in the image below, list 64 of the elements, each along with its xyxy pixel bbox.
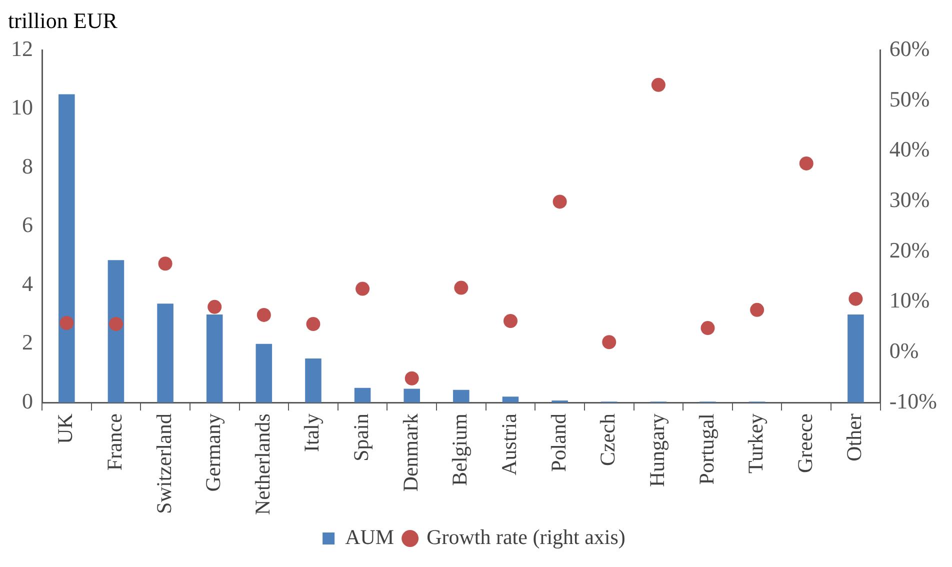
- x-tick-label: Austria: [497, 412, 522, 476]
- bar: [552, 400, 568, 403]
- bar: [354, 388, 371, 403]
- point: [256, 308, 271, 322]
- point: [356, 282, 370, 296]
- x-tick-label: Germany: [201, 413, 226, 492]
- bar: [256, 344, 272, 403]
- x-tick-label: Greece: [792, 414, 817, 473]
- point: [700, 321, 715, 336]
- x-tick-label: Italy: [300, 413, 324, 452]
- x-tick-label: Portugal: [694, 413, 718, 485]
- bar: [305, 358, 322, 403]
- point: [651, 78, 666, 92]
- bar: [404, 388, 420, 403]
- y-tick-label: 8: [22, 153, 33, 178]
- point: [750, 302, 764, 317]
- y-tick-label: 6: [22, 212, 33, 238]
- legend-label: AUM: [345, 525, 394, 550]
- y-axis-title: trillion EUR: [8, 8, 118, 34]
- y-tick-label: 10: [11, 94, 33, 120]
- point: [552, 194, 567, 209]
- x-tick-label: UK: [53, 414, 78, 444]
- y2-tick-label: 10%: [889, 288, 930, 313]
- bar: [453, 390, 470, 403]
- x-tick-label: Hungary: [644, 413, 669, 488]
- x-tick-label: France: [102, 414, 126, 471]
- point: [848, 292, 863, 306]
- point: [108, 317, 123, 332]
- point: [602, 335, 616, 350]
- bar: [206, 314, 223, 403]
- x-tick-label: Denmark: [398, 413, 422, 492]
- point: [799, 156, 814, 170]
- y2-tick-label: 40%: [889, 136, 930, 162]
- y-tick-label: 2: [22, 330, 33, 355]
- y2-tick-label: 30%: [889, 186, 930, 212]
- y2-tick-label: -10%: [889, 388, 938, 414]
- y-tick-label: 4: [22, 270, 33, 296]
- x-tick-label: Poland: [546, 413, 570, 472]
- bar: [848, 314, 864, 403]
- point: [208, 300, 222, 314]
- y-tick-label: 0: [22, 388, 33, 414]
- point: [503, 314, 518, 328]
- bar: [157, 304, 174, 403]
- x-tick-label: Turkey: [744, 413, 768, 474]
- bar: [502, 396, 519, 403]
- point: [306, 317, 320, 332]
- point: [60, 316, 74, 330]
- point: [404, 371, 419, 386]
- point: [158, 256, 172, 271]
- x-tick-label: Switzerland: [152, 413, 176, 514]
- x-tick-label: Belgium: [448, 414, 472, 486]
- y2-tick-label: 0%: [889, 338, 919, 363]
- x-tick-label: Other: [842, 414, 866, 462]
- legend-label: Growth rate (right axis): [426, 525, 626, 550]
- bar: [108, 260, 124, 403]
- x-tick-label: Czech: [596, 413, 620, 466]
- y2-tick-label: 50%: [889, 86, 930, 112]
- x-tick-label: Netherlands: [250, 414, 274, 516]
- y2-tick-label: 20%: [889, 237, 930, 262]
- y2-tick-label: 60%: [889, 36, 930, 61]
- point: [454, 280, 468, 295]
- bar: [58, 94, 75, 403]
- x-tick-label: Spain: [349, 413, 374, 462]
- y-tick-label: 12: [11, 36, 33, 61]
